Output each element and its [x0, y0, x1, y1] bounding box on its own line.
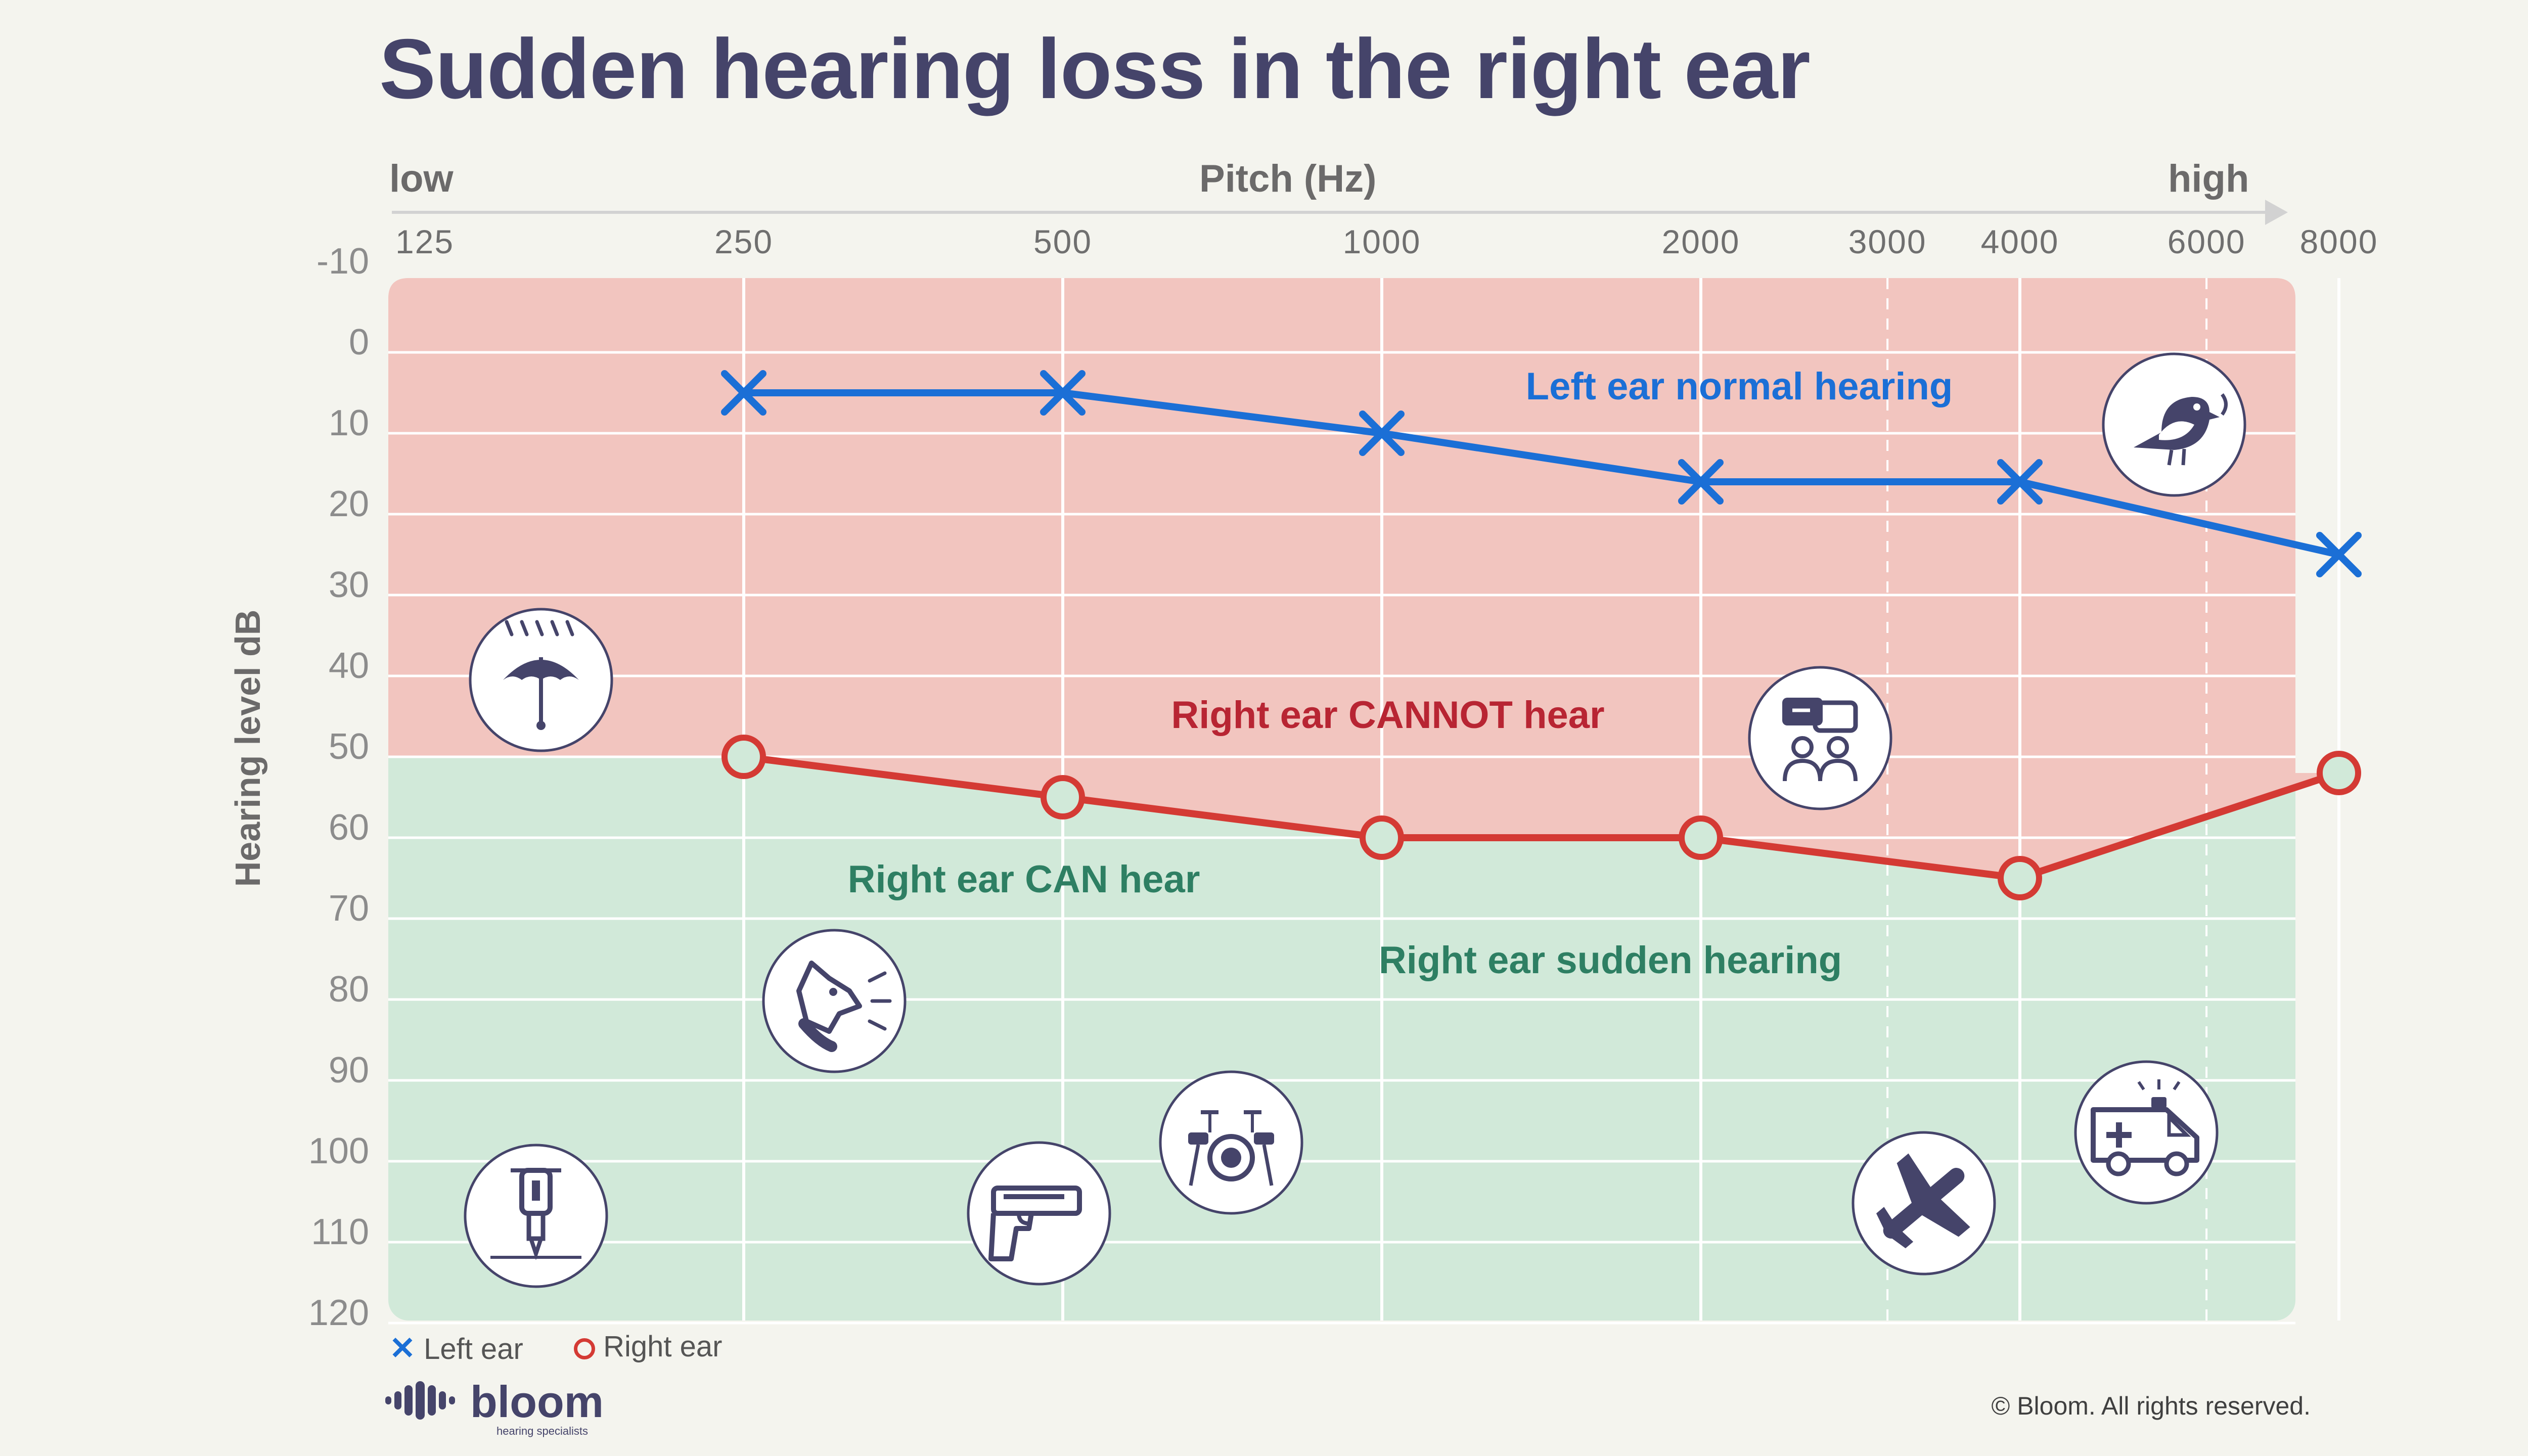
left-ear-line: [744, 389, 2340, 558]
y-tick-label: 50: [328, 726, 369, 767]
logo-text: bloom: [470, 1377, 604, 1427]
circle-marker-icon: [574, 1338, 595, 1359]
left-ear-point: [2316, 532, 2362, 577]
legend-right-ear-label: Right ear: [603, 1330, 723, 1363]
y-tick-label: 60: [328, 807, 369, 848]
axis-low-label: low: [389, 157, 454, 200]
ambulance-icon: [2074, 1060, 2219, 1205]
x-tick-label: 125: [395, 223, 455, 260]
left-ear-point: [1040, 370, 1086, 416]
axis-high-label: high: [2168, 157, 2249, 200]
right-ear-point: [721, 735, 766, 779]
logo-subtext: hearing specialists: [496, 1425, 588, 1437]
right-ear-point: [1041, 775, 1085, 820]
y-tick-label: 110: [311, 1212, 369, 1252]
y-tick-label: 120: [308, 1293, 369, 1333]
rain-umbrella-icon: [469, 608, 613, 752]
y-tick-label: 80: [328, 969, 369, 1010]
drum-kit-icon: [1159, 1070, 1303, 1215]
y-tick-label: 0: [348, 322, 369, 362]
x-tick-label: 3000: [1848, 223, 1927, 260]
right-ear-point: [1998, 856, 2042, 900]
airplane-icon: [1852, 1131, 1996, 1276]
x-tick-label: 4000: [1980, 223, 2059, 260]
right-ear-line: [743, 753, 2340, 882]
copyright: © Bloom. All rights reserved.: [1991, 1392, 2311, 1420]
left-ear-point: [1678, 459, 1724, 505]
left-ear-point: [721, 370, 766, 416]
x-tick-label: 2000: [1661, 223, 1740, 260]
left-ear-point: [1997, 459, 2043, 505]
legend-right-ear: Right ear: [574, 1330, 722, 1363]
bird-icon: [2102, 352, 2246, 497]
pistol-icon: [967, 1141, 1111, 1286]
x-tick-label: 1000: [1342, 223, 1421, 260]
bloom-logo-icon: [385, 1381, 455, 1420]
y-tick-label: 90: [328, 1050, 369, 1090]
legend-left-ear-label: Left ear: [424, 1333, 523, 1366]
y-tick-label: 20: [328, 484, 369, 524]
annotation-label: Right ear CAN hear: [848, 858, 1200, 901]
annotation-label: Right ear CANNOT hear: [1171, 694, 1604, 737]
left-ear-point: [1359, 411, 1405, 456]
conversation-icon: [1748, 666, 1892, 810]
x-tick-label: 6000: [2167, 223, 2246, 260]
x-marker-icon: ✕: [389, 1331, 416, 1366]
y-tick-label: 100: [308, 1131, 369, 1171]
barking-dog-icon: [762, 929, 907, 1073]
y-tick-label: -10: [316, 241, 369, 282]
chart-title: Sudden hearing loss in the right ear: [379, 21, 1811, 116]
y-tick-label: 40: [328, 646, 369, 686]
x-tick-label: 250: [714, 223, 774, 260]
y-tick-label: 10: [328, 403, 369, 443]
y-tick-label: 30: [328, 565, 369, 605]
x-tick-label: 500: [1033, 223, 1093, 260]
annotation-label: Right ear sudden hearing: [1379, 939, 1842, 982]
x-tick-label: 8000: [2299, 223, 2378, 260]
annotation-label: Left ear normal hearing: [1526, 365, 1953, 408]
jackhammer-icon: [464, 1144, 608, 1288]
x-axis-arrowhead: [2265, 200, 2288, 225]
y-tick-label: 70: [328, 888, 369, 929]
legend-left-ear: ✕ Left ear: [389, 1330, 523, 1367]
right-ear-point: [1360, 815, 1404, 860]
x-axis-title: Pitch (Hz): [1199, 157, 1377, 200]
right-ear-point: [1679, 815, 1723, 860]
right-ear-point: [2317, 751, 2361, 795]
